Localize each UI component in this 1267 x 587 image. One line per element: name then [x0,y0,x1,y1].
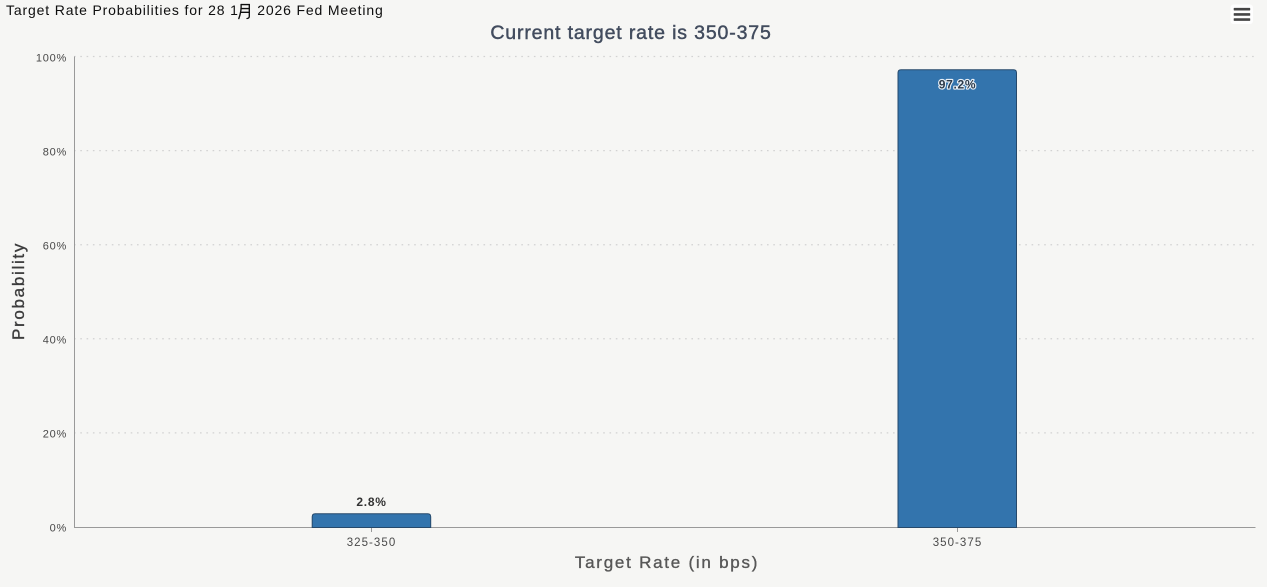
svg-text:Probability: Probability [9,242,28,340]
svg-text:Target Rate Probabilities for: Target Rate Probabilities for 28 1 [6,2,239,18]
svg-text:40%: 40% [43,335,67,347]
svg-text:60%: 60% [43,241,67,253]
svg-text:100%: 100% [36,53,67,65]
svg-text:97.2%: 97.2% [939,77,977,91]
svg-text:Current target rate is 350-375: Current target rate is 350-375 [490,22,771,44]
svg-text:80%: 80% [43,147,67,159]
svg-text:Target Rate (in bps): Target Rate (in bps) [575,553,759,572]
svg-text:20%: 20% [43,429,67,441]
svg-text:2.8%: 2.8% [356,495,386,509]
svg-text:350-375: 350-375 [933,537,983,549]
svg-text:0%: 0% [50,523,67,535]
svg-text:2026 Fed Meeting: 2026 Fed Meeting [257,2,383,18]
svg-text:325-350: 325-350 [347,537,397,549]
